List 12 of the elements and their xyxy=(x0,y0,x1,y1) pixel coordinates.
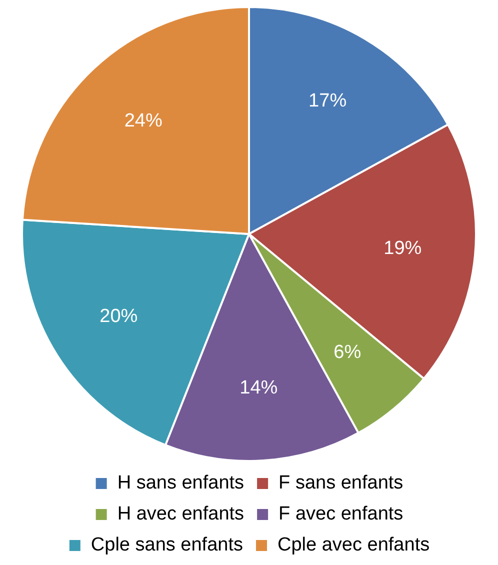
data-label: 20% xyxy=(100,306,138,327)
data-label: 19% xyxy=(384,238,422,259)
data-label: 17% xyxy=(308,90,347,112)
data-label: 14% xyxy=(240,377,278,398)
legend-label: H sans enfants xyxy=(117,472,244,494)
legend-label: Cple sans enfants xyxy=(90,534,243,556)
legend-label: Cple avec enfants xyxy=(278,534,430,556)
legend-label: H avec enfants xyxy=(117,504,244,525)
legend-label: F sans enfants xyxy=(278,472,404,494)
legend-label: F avec enfants xyxy=(278,504,404,525)
data-label: 24% xyxy=(124,110,162,132)
data-label: 6% xyxy=(334,342,362,364)
